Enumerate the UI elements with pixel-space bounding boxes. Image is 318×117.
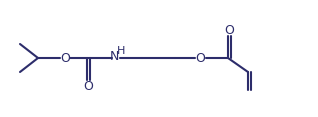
Text: H: H [117, 46, 125, 56]
Text: O: O [84, 79, 93, 93]
Text: O: O [225, 24, 234, 37]
Text: O: O [60, 51, 70, 64]
Text: O: O [195, 51, 205, 64]
Text: N: N [109, 51, 119, 64]
